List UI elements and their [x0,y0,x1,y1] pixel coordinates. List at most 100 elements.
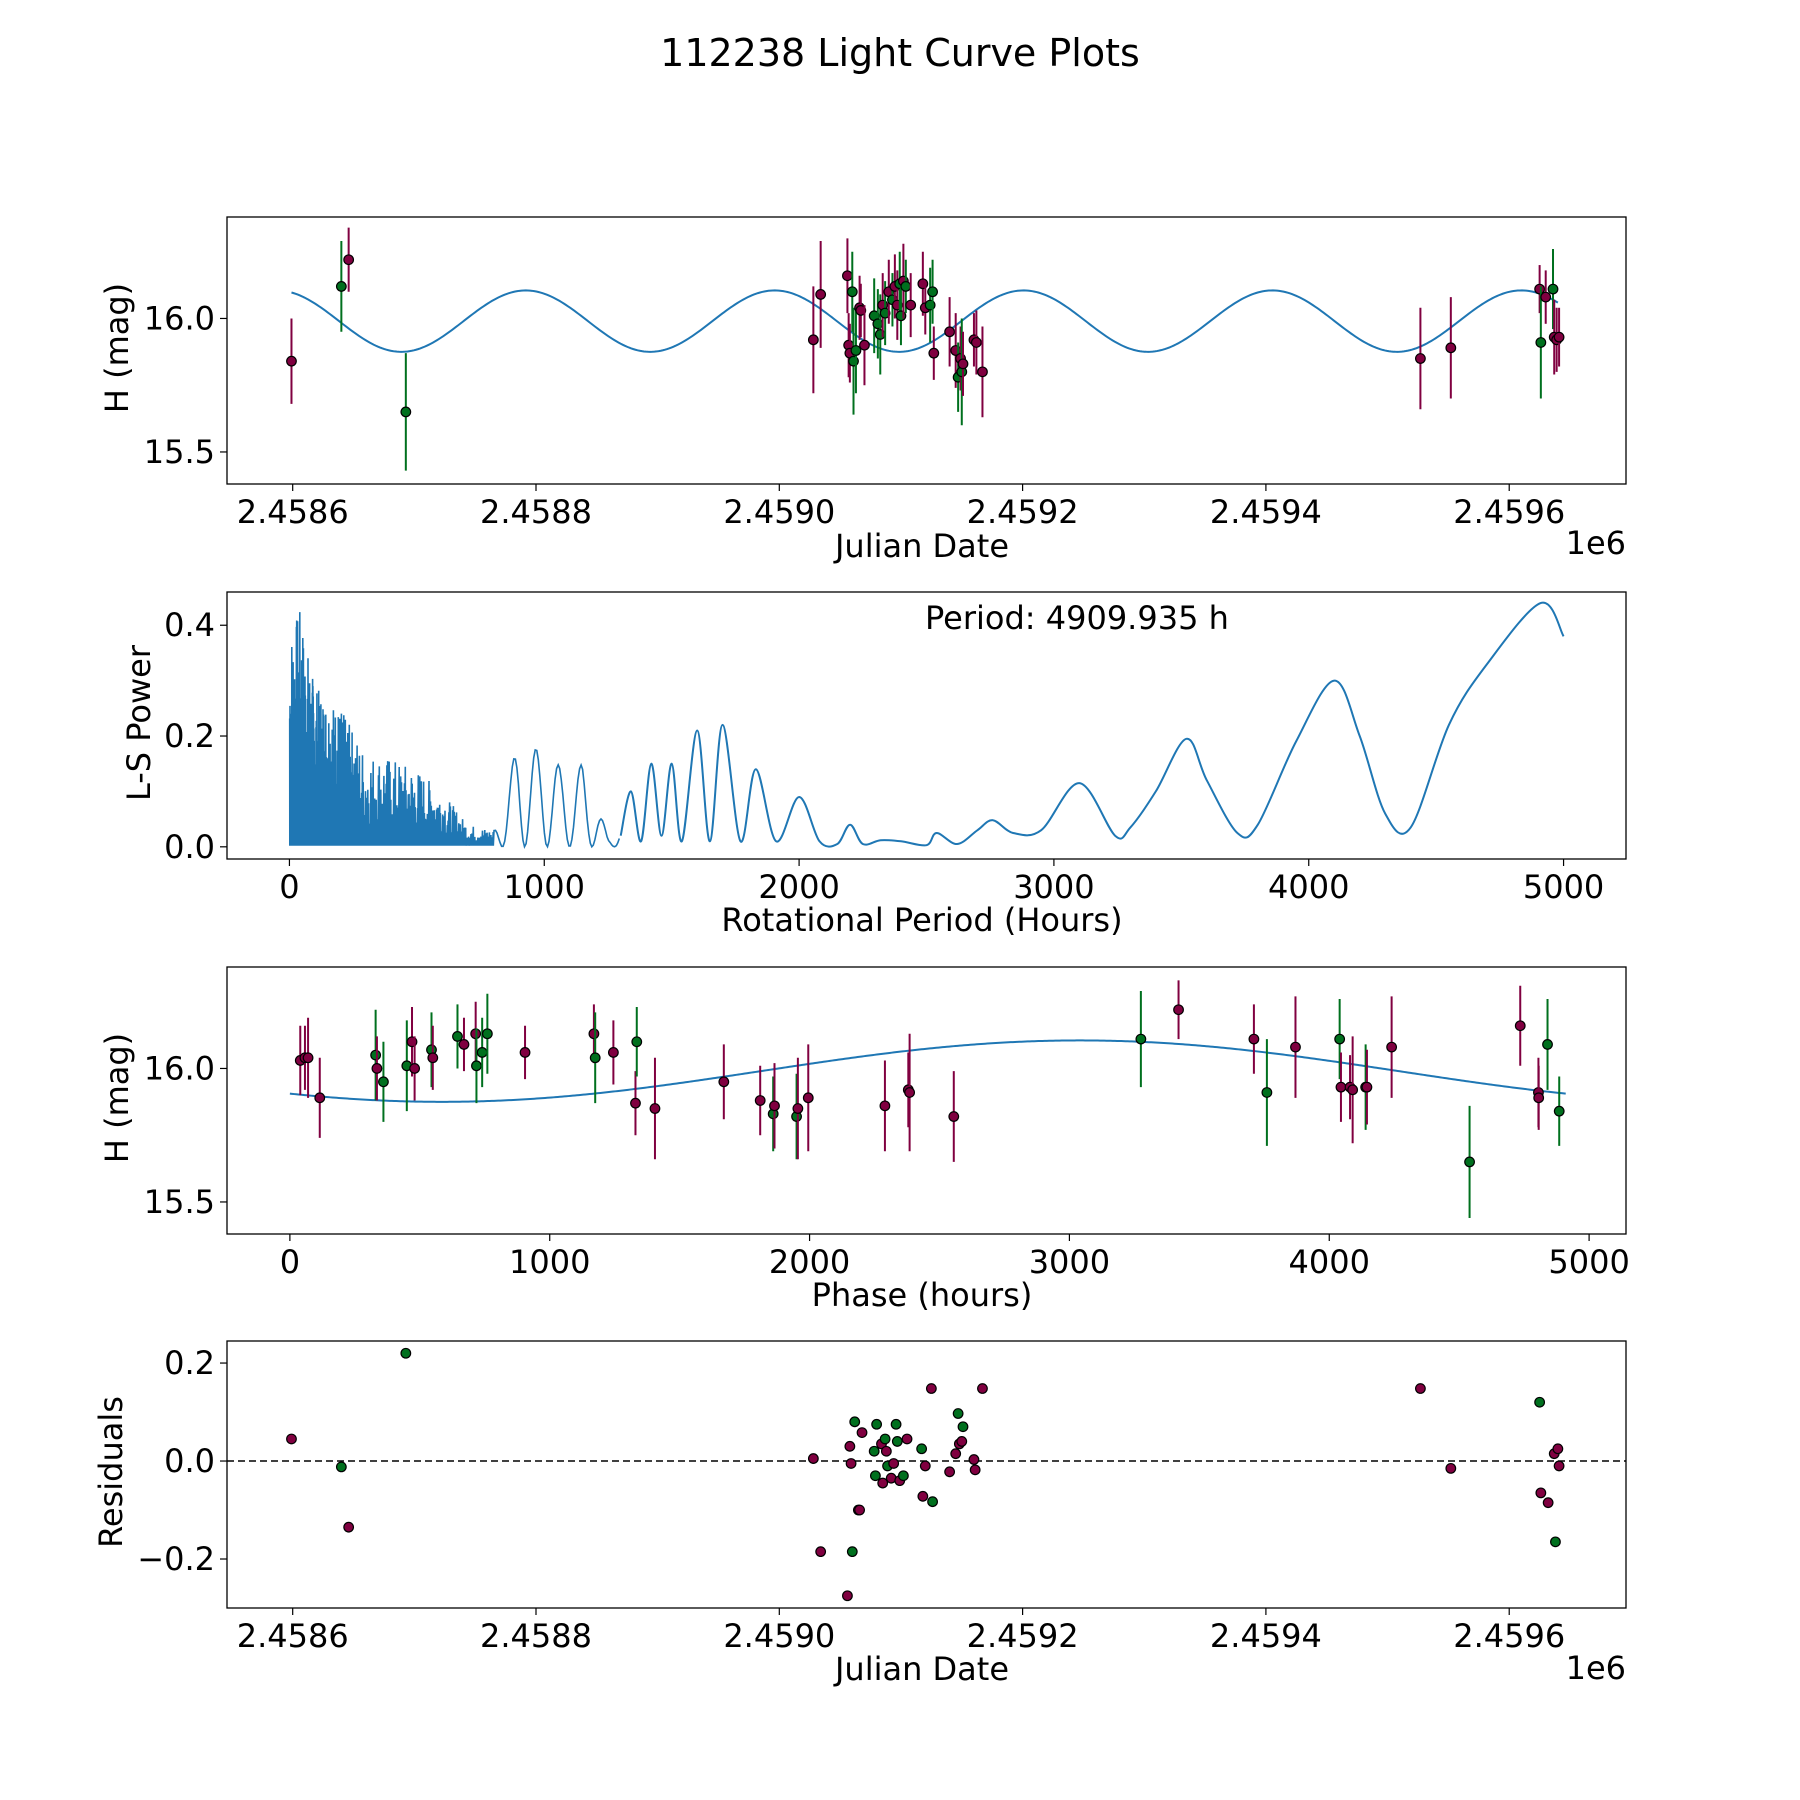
phased-data-point [371,1063,383,1074]
phased-data-point [588,1028,600,1040]
residuals-data-point [901,1433,913,1445]
residuals-data-point [927,1496,938,1508]
lightcurve-axes-frame [226,216,1627,485]
residuals-data-point [1542,1497,1554,1509]
phased-data-point [1464,1156,1475,1168]
lightcurve-plot-area: 2.4586 2.4588 2.4590 2.4592 2.4594 2.4596 15.5… [144,216,1627,531]
residuals-xtick-label: 2.4586 [237,1617,349,1655]
phased-data-point [769,1100,780,1112]
periodogram-ytick-label: 0.2 [164,717,215,755]
phased-ytick-label: 16.0 [144,1049,215,1087]
phased-data-point [631,1036,643,1048]
phased-ylabel: H (mag) [98,1033,136,1163]
residuals-data-point [950,1448,962,1460]
phased-plot-area: 0 1000 2000 3000 4000 5000 15.5 16.0 [144,966,1630,1281]
residuals-data-point [1415,1383,1426,1394]
residuals-data-point [888,1458,900,1469]
lightcurve-ytick-label: 16.0 [144,299,215,337]
phased-data-point [1542,1039,1553,1050]
residuals-data-point [956,1436,968,1447]
residuals-data-point [877,1477,889,1489]
phased-xtick-label: 0 [280,1243,300,1281]
lightcurve-data-point [1553,331,1565,343]
phased-data-point [630,1097,641,1109]
residuals-panel: 2.4586 2.4588 2.4590 2.4592 2.4594 2.4596 −0.2… [92,1340,1627,1688]
lightcurve-data-point [970,337,982,348]
residuals-data-point [917,1490,929,1502]
periodogram-xtick-label: 5000 [1523,868,1604,906]
phased-data-point [378,1076,389,1088]
lightcurve-data-point [927,286,938,298]
phased-data-point [1173,1004,1184,1016]
lightcurve-xtick-label: 2.4586 [237,493,349,531]
residuals-ytick-label: 0.0 [164,1442,215,1480]
phased-data-point [948,1111,960,1122]
lightcurve-panel: 2.4586 2.4588 2.4590 2.4592 2.4594 2.4596 15.5… [98,216,1627,565]
phased-data-point [802,1092,814,1104]
figure-title: 112238 Light Curve Plots [660,31,1140,75]
residuals-data-point [846,1546,858,1558]
phased-data-point [409,1063,421,1074]
residuals-xtick-label: 2.4590 [723,1617,835,1655]
phased-data-point [589,1052,601,1064]
residuals-data-point [879,1433,891,1445]
residuals-ytick-label: 0.2 [164,1344,215,1382]
lightcurve-data-point [1534,283,1546,295]
lightcurve-data-point [343,254,355,266]
residuals-xtick-label: 2.4596 [1453,1617,1565,1655]
periodogram-smooth-line [619,601,1565,848]
residuals-data-point [1535,1487,1547,1499]
lightcurve-data-point [842,270,853,282]
phased-xtick-label: 5000 [1548,1243,1629,1281]
lightcurve-data-point [859,339,870,351]
lightcurve-data-point [1445,342,1457,354]
phased-xlabel: Phase (hours) [812,1276,1033,1314]
periodogram-xtick-label: 1000 [504,868,585,906]
residuals-data-point [1552,1443,1564,1455]
lightcurve-xtick-label: 2.4590 [723,493,835,531]
residuals-data-point [891,1436,903,1447]
residuals-data-point [880,1445,892,1457]
phased-data-point [481,1028,493,1040]
residuals-data-point [916,1443,928,1455]
lightcurve-data-point [879,307,891,319]
phased-data-point [476,1047,488,1058]
phased-ytick-label: 15.5 [144,1183,215,1221]
phased-data-point [649,1103,661,1114]
residuals-data-point [854,1504,865,1516]
residuals-plot-area: 2.4586 2.4588 2.4590 2.4592 2.4594 2.4596 −0.2… [137,1340,1627,1655]
residuals-data-point [969,1464,981,1476]
residuals-xtick-label: 2.4594 [1210,1617,1322,1655]
phased-data-point [519,1047,531,1058]
phased-data-point [1533,1092,1545,1104]
phased-data-point [754,1095,766,1106]
lightcurve-data-point [900,281,912,292]
residuals-data-point [335,1461,347,1473]
residuals-data-point [286,1433,297,1445]
residuals-data-point [400,1347,412,1359]
lightcurve-data-point [957,358,969,370]
lightcurve-xtick-label: 2.4592 [967,493,1079,531]
phased-data-point [314,1092,326,1104]
lightcurve-xlabel: Julian Date [833,527,1009,565]
lightcurve-data-point [850,345,862,356]
phased-xtick-label: 4000 [1289,1243,1370,1281]
residuals-data-point [1445,1462,1457,1474]
residuals-data-point [1550,1536,1561,1548]
phased-data-point [792,1103,804,1114]
lightcurve-xtick-label: 2.4596 [1453,493,1565,531]
phased-xtick-label: 3000 [1029,1243,1110,1281]
lightcurve-model-curve [291,289,1559,353]
residuals-data-point [871,1418,883,1430]
lightcurve-data-point [400,406,412,418]
residuals-data-point [845,1458,857,1469]
lightcurve-data-point [905,299,917,311]
residuals-data-point [957,1421,969,1433]
periodogram-xtick-label: 2000 [758,868,839,906]
phased-data-point [427,1052,439,1064]
periodogram-axes-frame [226,591,1627,860]
residuals-data-point [968,1454,980,1465]
lightcurve-ytick-label: 15.5 [144,433,215,471]
residuals-data-point [842,1590,853,1602]
phased-data-point [879,1100,891,1112]
